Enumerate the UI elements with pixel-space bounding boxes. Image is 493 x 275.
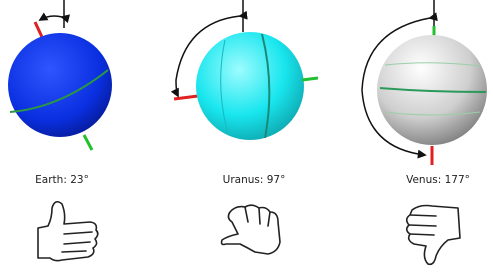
sphere bbox=[8, 33, 112, 137]
thumb-sideways-icon bbox=[222, 205, 281, 254]
label: Venus: 177° bbox=[406, 174, 470, 186]
thumbs-down-icon bbox=[407, 206, 460, 265]
axis-south bbox=[302, 78, 318, 80]
axis-south bbox=[84, 135, 92, 150]
axis-north bbox=[174, 96, 198, 99]
earth bbox=[8, 0, 112, 150]
label: Earth: 23° bbox=[35, 174, 89, 186]
uranus bbox=[174, 0, 318, 140]
thumbs-up-icon bbox=[38, 202, 98, 261]
tilt-arrow bbox=[40, 16, 62, 20]
label: Uranus: 97° bbox=[223, 174, 286, 186]
diagram: Earth: 23° Uranus: 97° Venus: 177° bbox=[0, 0, 493, 275]
venus bbox=[362, 0, 487, 165]
sphere bbox=[196, 32, 304, 140]
axis-north bbox=[35, 22, 42, 37]
